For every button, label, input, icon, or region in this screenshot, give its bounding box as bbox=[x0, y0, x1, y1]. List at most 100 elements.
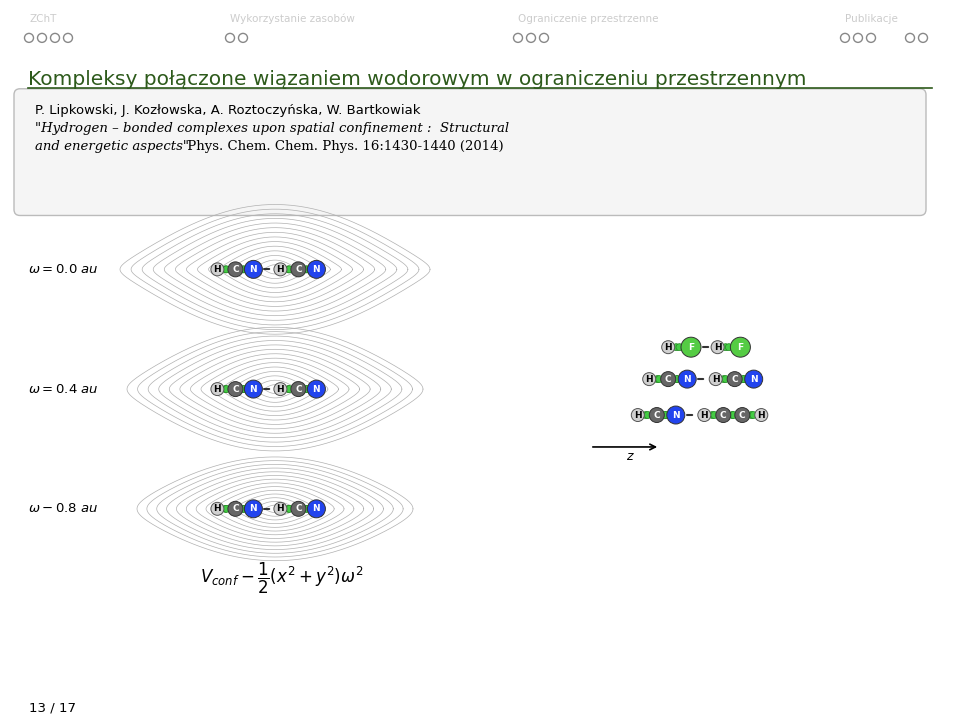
Circle shape bbox=[662, 412, 669, 418]
Circle shape bbox=[274, 503, 287, 516]
Circle shape bbox=[681, 337, 701, 357]
Circle shape bbox=[755, 408, 768, 421]
Text: C: C bbox=[232, 384, 239, 394]
Circle shape bbox=[745, 370, 762, 388]
Text: $\omega = 0.0\ au$: $\omega = 0.0\ au$ bbox=[28, 263, 99, 276]
Text: H: H bbox=[664, 343, 672, 351]
Text: C: C bbox=[232, 504, 239, 513]
Circle shape bbox=[302, 505, 309, 513]
Circle shape bbox=[228, 262, 243, 276]
Text: Publikacje: Publikacje bbox=[845, 14, 898, 24]
Text: H: H bbox=[701, 410, 708, 420]
Circle shape bbox=[642, 373, 656, 386]
Circle shape bbox=[245, 261, 262, 279]
Text: $V_{conf} - \dfrac{1}{2}(x^2 + y^2)\omega^2$: $V_{conf} - \dfrac{1}{2}(x^2 + y^2)\omeg… bbox=[200, 561, 364, 596]
Text: N: N bbox=[313, 384, 321, 394]
Text: H: H bbox=[276, 265, 284, 274]
Circle shape bbox=[211, 382, 224, 395]
Circle shape bbox=[740, 376, 747, 382]
Circle shape bbox=[304, 505, 311, 513]
Text: $\omega - 0.8\ au$: $\omega - 0.8\ au$ bbox=[28, 503, 98, 516]
Circle shape bbox=[709, 373, 722, 386]
Circle shape bbox=[710, 412, 718, 418]
Circle shape bbox=[241, 266, 248, 273]
Text: H: H bbox=[213, 265, 221, 274]
Circle shape bbox=[673, 376, 681, 382]
Circle shape bbox=[734, 408, 750, 423]
Text: Ograniczenie przestrzenne: Ograniczenie przestrzenne bbox=[518, 14, 659, 24]
Circle shape bbox=[644, 412, 651, 418]
Circle shape bbox=[722, 376, 730, 382]
Circle shape bbox=[750, 412, 756, 418]
Circle shape bbox=[302, 266, 309, 273]
Circle shape bbox=[879, 33, 889, 42]
Text: 13 / 17: 13 / 17 bbox=[29, 701, 76, 715]
Circle shape bbox=[291, 501, 306, 516]
Circle shape bbox=[674, 376, 681, 382]
Circle shape bbox=[245, 500, 262, 518]
Circle shape bbox=[241, 386, 248, 392]
Text: H: H bbox=[714, 343, 721, 351]
Circle shape bbox=[726, 343, 732, 351]
Text: N: N bbox=[313, 504, 321, 513]
Circle shape bbox=[708, 412, 716, 418]
Circle shape bbox=[239, 505, 247, 513]
Text: Phys. Chem. Chem. Phys. 16:1430-1440 (2014): Phys. Chem. Chem. Phys. 16:1430-1440 (20… bbox=[183, 140, 504, 153]
Circle shape bbox=[740, 376, 747, 382]
Circle shape bbox=[654, 376, 660, 382]
Circle shape bbox=[729, 412, 735, 418]
FancyBboxPatch shape bbox=[14, 89, 926, 215]
Circle shape bbox=[731, 337, 751, 357]
Text: Kompleksy połączone wiązaniem wodorowym w ograniczeniu przestrzennym: Kompleksy połączone wiązaniem wodorowym … bbox=[28, 70, 806, 89]
Circle shape bbox=[245, 380, 262, 398]
Text: C: C bbox=[232, 265, 239, 274]
Circle shape bbox=[304, 266, 311, 273]
Circle shape bbox=[222, 266, 228, 273]
Circle shape bbox=[661, 412, 669, 418]
Circle shape bbox=[722, 343, 729, 351]
Text: H: H bbox=[276, 504, 284, 513]
Text: N: N bbox=[250, 504, 257, 513]
Text: H: H bbox=[634, 410, 641, 420]
Circle shape bbox=[286, 386, 293, 392]
Circle shape bbox=[285, 505, 292, 513]
Circle shape bbox=[660, 372, 676, 387]
Text: $z$: $z$ bbox=[626, 450, 635, 463]
Circle shape bbox=[304, 386, 311, 392]
Circle shape bbox=[274, 382, 287, 395]
Text: H: H bbox=[757, 410, 765, 420]
Circle shape bbox=[642, 412, 649, 418]
Circle shape bbox=[291, 262, 306, 276]
Text: C: C bbox=[654, 410, 660, 420]
Circle shape bbox=[239, 266, 247, 273]
Circle shape bbox=[302, 386, 309, 392]
Circle shape bbox=[711, 341, 724, 354]
Text: H: H bbox=[213, 504, 221, 513]
Circle shape bbox=[307, 500, 325, 518]
Circle shape bbox=[748, 412, 755, 418]
Text: P. Lipkowski, J. Kozłowska, A. Roztoczyńska, W. Bartkowiak: P. Lipkowski, J. Kozłowska, A. Roztoczyń… bbox=[35, 104, 420, 117]
Circle shape bbox=[678, 370, 696, 388]
Circle shape bbox=[667, 406, 684, 424]
Text: "Hydrogen – bonded complexes upon spatial confinement :  Structural: "Hydrogen – bonded complexes upon spatia… bbox=[35, 122, 509, 135]
Circle shape bbox=[730, 412, 737, 418]
Circle shape bbox=[720, 376, 728, 382]
Text: N: N bbox=[684, 374, 691, 384]
Circle shape bbox=[274, 263, 287, 276]
Circle shape bbox=[241, 505, 248, 513]
Circle shape bbox=[893, 33, 901, 42]
Text: N: N bbox=[250, 265, 257, 274]
Text: and energetic aspects": and energetic aspects" bbox=[35, 140, 189, 153]
Circle shape bbox=[307, 261, 325, 279]
Circle shape bbox=[223, 266, 229, 273]
Text: C: C bbox=[739, 410, 746, 420]
Circle shape bbox=[291, 382, 306, 397]
Text: H: H bbox=[712, 374, 719, 384]
Circle shape bbox=[673, 343, 680, 351]
Text: C: C bbox=[295, 384, 301, 394]
Circle shape bbox=[222, 505, 228, 513]
Text: N: N bbox=[750, 374, 757, 384]
Circle shape bbox=[286, 505, 293, 513]
Text: H: H bbox=[276, 384, 284, 394]
Text: ZChT: ZChT bbox=[29, 14, 57, 24]
